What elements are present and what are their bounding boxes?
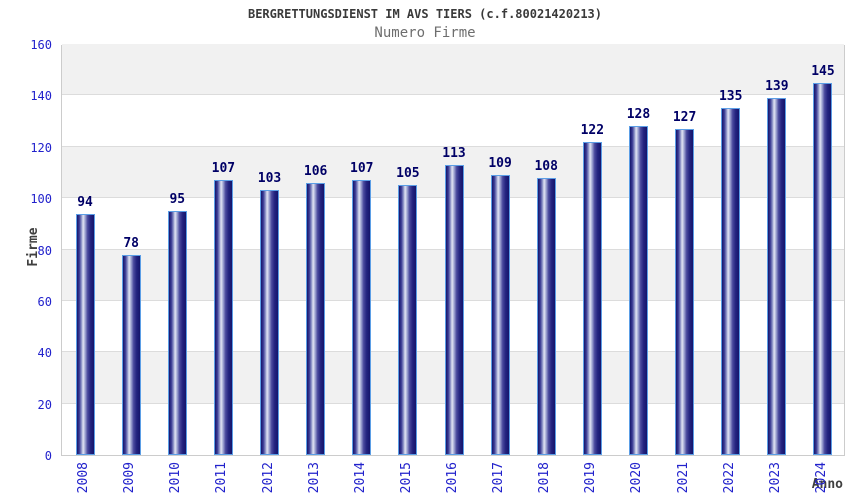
bar-2014 <box>352 180 372 455</box>
x-tick-label: 2014 <box>352 462 368 494</box>
x-tick-label: 2011 <box>214 462 230 494</box>
y-tick-label: 100 <box>30 192 52 207</box>
bar-2017 <box>490 175 510 455</box>
bar-value-label: 128 <box>626 107 651 123</box>
x-tick-label: 2023 <box>767 462 783 494</box>
x-tick-label: 2016 <box>445 462 460 494</box>
bar-2010 <box>167 210 187 455</box>
bar-value-label: 108 <box>534 158 558 174</box>
bar-value-label: 95 <box>169 191 186 207</box>
y-tick-label: 20 <box>37 397 52 412</box>
bar-2011 <box>213 180 233 455</box>
bar-2008 <box>75 213 95 455</box>
bar-2023 <box>767 97 787 455</box>
bar-value-label: 113 <box>442 145 466 161</box>
bar-2020 <box>628 126 648 455</box>
bar-value-label: 105 <box>396 166 420 182</box>
bar-2013 <box>306 182 326 455</box>
x-tick-label: 2008 <box>76 462 92 494</box>
bar-2021 <box>675 128 695 455</box>
bar-2009 <box>121 254 141 455</box>
x-tick-label: 2013 <box>306 462 322 494</box>
plot-area: 94 78 95 107 103 106 107 105 113 109 108 122 128 127 1… <box>61 44 845 456</box>
gridline <box>62 145 844 147</box>
y-tick-label: 160 <box>30 38 52 52</box>
x-axis-title: Anno <box>811 477 843 492</box>
bar-2012 <box>260 190 280 455</box>
bar-value-label: 109 <box>488 156 512 172</box>
bar-value-label: 103 <box>257 171 282 187</box>
x-tick-label: 2010 <box>168 462 184 494</box>
bar-2018 <box>536 177 556 455</box>
bar-2019 <box>582 141 602 455</box>
bar-2015 <box>398 185 418 455</box>
x-tick-label: 2017 <box>491 462 507 494</box>
x-tick-label: 2024 <box>813 462 829 494</box>
y-tick-label: 0 <box>44 449 52 463</box>
bar-value-label: 122 <box>580 122 605 138</box>
bar-value-label: 107 <box>350 161 374 177</box>
bar-value-label: 107 <box>211 161 236 177</box>
bar-value-label: 127 <box>672 109 697 125</box>
grid-band <box>62 44 844 96</box>
bar-value-label: 78 <box>123 235 139 251</box>
x-tick-label: 2018 <box>537 462 553 494</box>
chart-title: BERGRETTUNGSDIENST IM AVS TIERS (c.f.800… <box>247 7 602 21</box>
x-tick-label: 2012 <box>260 462 276 494</box>
x-tick-label: 2020 <box>629 462 645 494</box>
chart-subtitle: Numero Firme <box>374 25 476 41</box>
bar-value-label: 139 <box>765 78 789 94</box>
y-tick-label: 120 <box>30 140 52 155</box>
bar-value-label: 145 <box>811 63 835 79</box>
x-tick-label: 2009 <box>122 462 138 494</box>
bar-2016 <box>444 164 464 455</box>
bar-value-label: 94 <box>77 194 93 210</box>
y-tick-label: 40 <box>37 346 52 361</box>
x-tick-label: 2021 <box>675 462 691 494</box>
x-tick-label: 2022 <box>721 462 737 494</box>
y-tick-label: 140 <box>30 89 52 104</box>
bar-value-label: 106 <box>303 163 328 179</box>
gridline <box>62 94 844 96</box>
y-tick-label: 60 <box>37 294 52 309</box>
y-tick-label: 80 <box>37 243 52 258</box>
x-tick-label: 2019 <box>583 462 599 494</box>
x-tick-label: 2015 <box>398 462 414 494</box>
bar-value-label: 135 <box>718 89 743 105</box>
bar-2024 <box>813 82 833 455</box>
bar-2022 <box>721 108 741 455</box>
